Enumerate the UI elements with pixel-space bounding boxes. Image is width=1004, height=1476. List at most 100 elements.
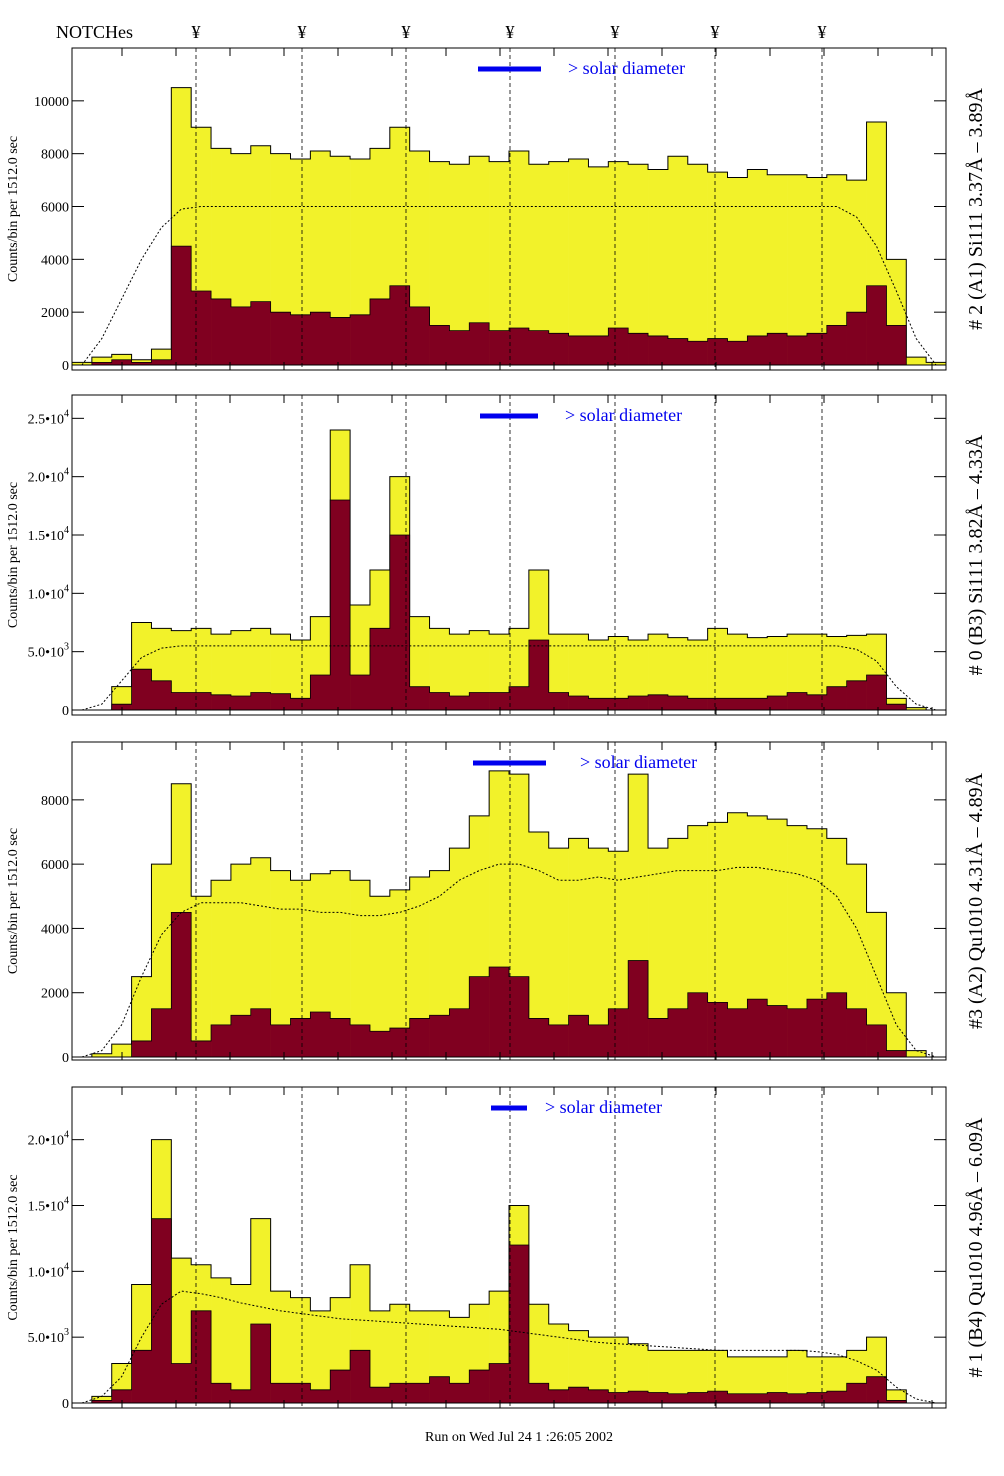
total-bar xyxy=(548,634,569,710)
selected-bar xyxy=(687,992,708,1057)
selected-bar xyxy=(787,1393,808,1403)
total-bar xyxy=(648,848,669,1057)
panel-3: 0 5.0•103 1.0•104 1.5•104 2.0•104 Counts/bin … xyxy=(6,1086,987,1412)
selected-bar xyxy=(846,1383,867,1403)
selected-bar xyxy=(270,693,291,710)
selected-bar xyxy=(687,341,708,365)
total-bar xyxy=(628,640,649,710)
y-tick-label: 2.0•104 xyxy=(28,1130,69,1149)
selected-bar xyxy=(409,1018,430,1057)
total-bar xyxy=(528,1304,550,1403)
y-tick-label: 0 xyxy=(62,704,69,719)
y-tick-label: 6000 xyxy=(41,858,69,873)
selected-bar xyxy=(806,1392,828,1403)
selected-bar xyxy=(648,1392,669,1403)
selected-bar xyxy=(310,1389,331,1403)
selected-bar xyxy=(230,1389,252,1403)
panel-1: 0 5.0•103 1.0•104 1.5•104 2.0•104 2.5•104 Coun… xyxy=(6,394,987,719)
selected-bar xyxy=(330,500,351,710)
total-bar xyxy=(469,156,490,365)
selected-bar xyxy=(747,335,768,365)
selected-bar xyxy=(111,1389,132,1403)
selected-bar xyxy=(469,976,490,1057)
total-bar xyxy=(747,169,768,365)
selected-bar xyxy=(826,325,847,365)
selected-bar xyxy=(727,698,748,710)
total-bar xyxy=(509,151,530,365)
selected-outline xyxy=(72,1218,946,1404)
selected-bar xyxy=(330,1370,351,1403)
y-tick-label: 1.0•104 xyxy=(28,1261,69,1280)
total-bar xyxy=(111,1044,132,1057)
total-bar xyxy=(707,628,728,710)
selected-bar xyxy=(568,335,589,365)
total-bar xyxy=(230,864,252,1057)
total-bar xyxy=(608,851,629,1057)
selected-bar xyxy=(369,628,391,710)
selected-bar xyxy=(747,999,768,1057)
y-tick-label: 0 xyxy=(62,359,69,374)
selected-bar xyxy=(548,692,569,710)
selected-bar xyxy=(171,692,192,710)
total-bar xyxy=(191,896,212,1057)
selected-bar xyxy=(608,698,629,710)
selected-bar xyxy=(707,1002,728,1057)
total-bar xyxy=(310,151,331,365)
total-bar xyxy=(548,1324,569,1403)
selected-bar xyxy=(568,1015,589,1057)
total-bar xyxy=(747,1356,768,1403)
selected-bar xyxy=(211,1024,232,1057)
selected-bar xyxy=(588,1389,609,1403)
total-bar xyxy=(667,156,689,365)
selected-bar xyxy=(568,696,589,710)
selected-bar xyxy=(687,698,708,710)
total-bar xyxy=(230,630,252,710)
total-bar xyxy=(449,164,470,365)
selected-bar xyxy=(489,1363,510,1403)
model-curve xyxy=(81,645,937,711)
selected-bar xyxy=(230,306,252,365)
total-bar xyxy=(568,1330,589,1403)
notch-marker: ¥ xyxy=(506,22,515,42)
selected-bar xyxy=(191,1040,212,1057)
total-bar xyxy=(707,172,728,365)
total-bar xyxy=(330,156,351,365)
selected-bar xyxy=(250,692,271,710)
total-bar xyxy=(389,1304,410,1403)
selected-bar xyxy=(667,338,689,365)
selected-bar xyxy=(389,1028,410,1057)
selected-bar xyxy=(866,1376,887,1403)
total-bar xyxy=(787,825,808,1057)
y-tick-label: 5.0•103 xyxy=(28,642,69,661)
selected-bar xyxy=(806,999,828,1057)
total-bar xyxy=(906,707,927,710)
selected-bar xyxy=(151,359,172,365)
selected-bar xyxy=(548,1389,569,1403)
selected-bar xyxy=(886,325,907,365)
selected-bar xyxy=(489,330,510,365)
y-tick-label: 2000 xyxy=(41,987,69,1002)
total-bar xyxy=(767,819,788,1057)
selected-bar xyxy=(866,1024,887,1057)
selected-bar xyxy=(509,1245,530,1403)
selected-bar xyxy=(191,1310,212,1403)
total-bar xyxy=(449,634,470,710)
selected-bar xyxy=(449,1008,470,1057)
selected-outline xyxy=(72,499,946,711)
selected-bar xyxy=(171,912,192,1057)
y-tick-label: 4000 xyxy=(41,922,69,937)
y-tick-label: 10000 xyxy=(34,95,69,110)
notch-marker: ¥ xyxy=(402,22,411,42)
selected-bar xyxy=(628,333,649,365)
selected-bar xyxy=(648,335,669,365)
total-bar xyxy=(409,877,430,1057)
total-bar xyxy=(270,870,291,1057)
selected-bar xyxy=(191,692,212,710)
total-bar xyxy=(211,880,232,1057)
selected-bar xyxy=(151,1008,172,1057)
selected-bar xyxy=(250,301,271,365)
selected-bar xyxy=(369,1387,391,1403)
selected-bar xyxy=(806,333,828,365)
selected-bar xyxy=(131,669,152,710)
total-bar xyxy=(747,637,768,710)
